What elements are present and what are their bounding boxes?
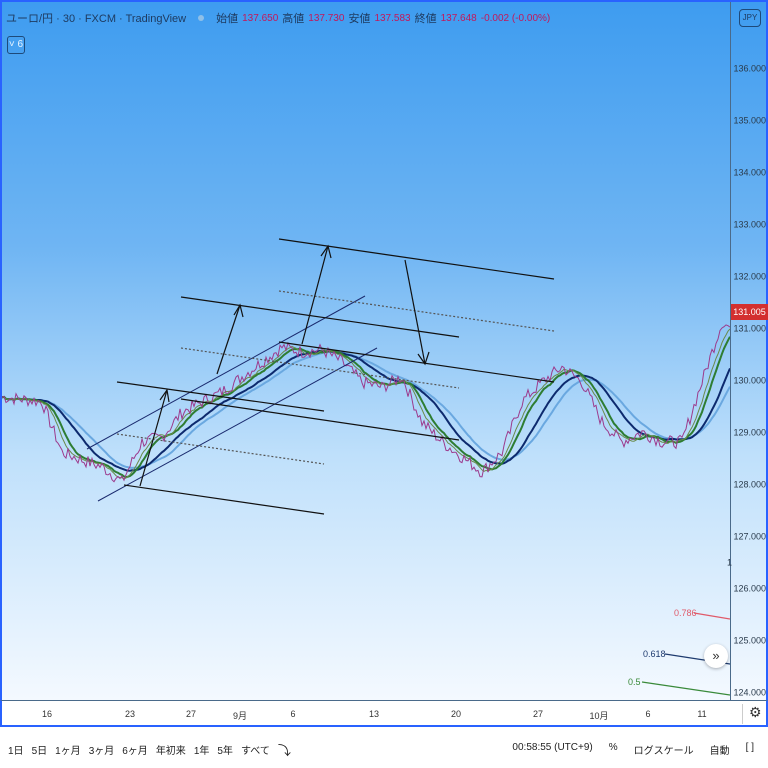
fib-label: 0.786 <box>674 608 697 618</box>
change-value: -0.002 (-0.00%) <box>480 12 551 24</box>
time-tick: 6 <box>290 709 296 719</box>
time-axis[interactable]: 16 23 27 9月 6 13 20 27 10月 6 11 ⚙ <box>0 700 768 727</box>
status-dot-icon <box>198 15 205 21</box>
fib-label: 0.5 <box>628 677 641 687</box>
price-tick: 126.000 <box>733 583 766 594</box>
current-price-label: 131.005 <box>731 304 768 320</box>
channel-upper-line[interactable] <box>86 295 366 450</box>
price-tick: 133.000 <box>733 219 766 230</box>
currency-selector[interactable]: JPY <box>739 9 761 27</box>
trend-line[interactable] <box>278 238 555 280</box>
arrow[interactable] <box>139 388 170 487</box>
price-tick: 128.000 <box>733 479 766 490</box>
price-plot[interactable] <box>2 2 730 702</box>
ma-mid-line <box>2 349 730 472</box>
price-tick: 127.000 <box>733 531 766 542</box>
range-button[interactable]: 5日 <box>31 745 48 757</box>
price-line <box>2 324 730 483</box>
time-tick: 20 <box>450 709 462 719</box>
trend-line[interactable] <box>123 484 325 515</box>
percent-toggle[interactable]: % <box>608 742 618 753</box>
low-value: 137.583 <box>374 12 411 24</box>
range-button[interactable]: 1日 <box>8 745 24 757</box>
indicators-toggle-button[interactable]: ˅ 6 <box>7 36 25 54</box>
drawings <box>86 238 730 696</box>
price-tick: 135.000 <box>733 115 766 126</box>
gear-icon[interactable]: ⚙ <box>742 704 762 724</box>
ma-slow-line <box>2 350 730 469</box>
trend-line-dotted[interactable] <box>116 433 325 465</box>
price-tick: 134.000 <box>733 167 766 178</box>
time-tick: 13 <box>368 709 380 719</box>
price-tick: 132.000 <box>733 271 766 282</box>
ma-fast2-line <box>2 328 730 480</box>
trend-line-dotted[interactable] <box>278 290 555 332</box>
arrow[interactable] <box>301 244 332 345</box>
range-button[interactable]: すべて <box>240 745 270 757</box>
channel-lower-line[interactable] <box>97 347 378 502</box>
price-tick: 136.000 <box>733 63 766 74</box>
low-label: 安値 <box>348 13 371 25</box>
range-button[interactable]: 1年 <box>193 745 210 757</box>
range-button[interactable]: 3ヶ月 <box>88 745 115 757</box>
close-label: 終値 <box>414 13 437 25</box>
ma-fast-line <box>2 336 730 479</box>
auto-scale-toggle[interactable]: 自動 <box>709 746 730 757</box>
trend-line[interactable] <box>180 398 460 441</box>
time-tick: 9月 <box>232 711 248 721</box>
clock: 00:58:55 (UTC+9) <box>512 742 593 753</box>
high-value: 137.730 <box>308 12 345 24</box>
time-tick: 6 <box>645 709 651 719</box>
trend-line-dotted[interactable] <box>180 347 460 389</box>
time-tick: 23 <box>124 709 136 719</box>
time-tick: 10月 <box>589 711 609 721</box>
symbol-title[interactable]: ユーロ/円 · 30 · FXCM · TradingView <box>6 13 187 25</box>
arrow[interactable] <box>404 259 430 366</box>
log-scale-toggle[interactable]: ログスケール <box>633 746 694 757</box>
range-button[interactable]: 5年 <box>217 745 233 757</box>
scroll-to-realtime-button[interactable]: » <box>704 644 728 668</box>
price-tick: 130.000 <box>733 375 766 386</box>
trend-line[interactable] <box>180 296 460 338</box>
open-value: 137.650 <box>242 12 279 24</box>
price-tick: 131.000 <box>733 323 766 334</box>
fullscreen-icon[interactable]: [ ] <box>745 742 754 753</box>
time-tick: 11 <box>697 709 707 719</box>
open-label: 始値 <box>216 13 239 25</box>
range-button[interactable]: 年初来 <box>155 745 186 757</box>
time-tick: 27 <box>532 709 544 719</box>
trend-line[interactable] <box>116 381 325 412</box>
axis-marker: 1 <box>726 557 732 568</box>
fib-line-0786 <box>693 612 730 620</box>
goto-date-icon[interactable]: ⤵ <box>277 742 291 758</box>
fib-label: 0.618 <box>643 649 666 659</box>
range-button[interactable]: 1ヶ月 <box>55 745 81 757</box>
bottom-toolbar: 1日 5日 1ヶ月 3ヶ月 6ヶ月 年初来 1年 5年 すべて ⤵ 00:58:55 (UTC+… <box>0 730 768 768</box>
high-label: 高値 <box>282 13 305 25</box>
close-value: 137.648 <box>440 12 477 24</box>
price-tick: 125.000 <box>733 635 766 646</box>
arrow[interactable] <box>216 303 244 375</box>
time-tick: 27 <box>185 709 197 719</box>
trend-line[interactable] <box>278 341 555 383</box>
chart-area[interactable]: ユーロ/円 · 30 · FXCM · TradingView 始値 137.65… <box>0 0 768 702</box>
price-tick: 124.000 <box>733 687 766 698</box>
range-button[interactable]: 6ヶ月 <box>122 745 148 757</box>
symbol-legend: ユーロ/円 · 30 · FXCM · TradingView 始値 137.65… <box>6 10 550 26</box>
time-tick: 16 <box>41 709 53 719</box>
price-tick: 129.000 <box>733 427 766 438</box>
price-axis[interactable]: 136.000 135.000 134.000 133.000 132.000 131.0… <box>726 2 768 702</box>
fib-line-05 <box>641 681 730 696</box>
